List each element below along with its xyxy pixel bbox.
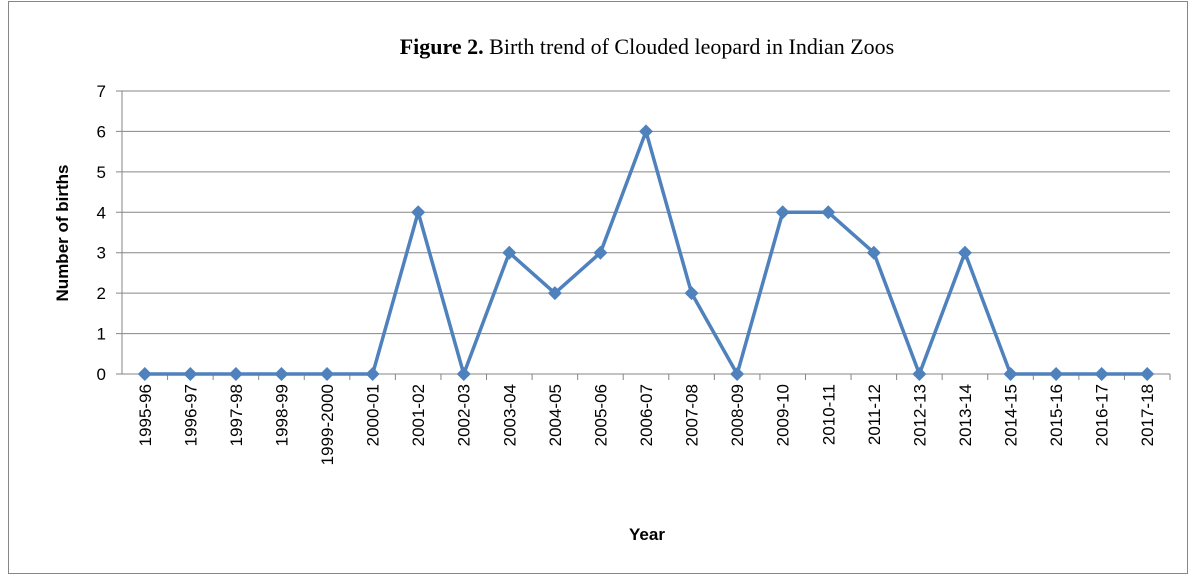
x-tick-label: 2001-02 xyxy=(409,384,428,446)
chart-title: Figure 2. Birth trend of Clouded leopard… xyxy=(400,34,895,59)
x-tick-label: 2009-10 xyxy=(774,384,793,446)
x-tick-label: 1995-96 xyxy=(136,384,155,446)
y-tick-label: 3 xyxy=(97,244,106,263)
y-tick-label: 4 xyxy=(97,203,106,222)
x-tick-label: 2014-15 xyxy=(1002,384,1021,446)
x-tick-label: 2013-14 xyxy=(956,384,975,446)
y-tick-label: 1 xyxy=(97,325,106,344)
marker xyxy=(1049,367,1064,381)
marker xyxy=(502,245,517,260)
x-tick-label: 2017-18 xyxy=(1138,384,1157,446)
y-tick-label: 7 xyxy=(97,82,106,101)
y-tick-label: 6 xyxy=(97,122,106,141)
marker xyxy=(547,286,562,301)
x-tick-label: 2006-07 xyxy=(637,384,656,446)
x-tick-label: 2005-06 xyxy=(591,384,610,446)
x-tick-label: 2011-12 xyxy=(865,384,884,445)
x-tick-label: 1999-2000 xyxy=(318,384,337,465)
x-tick-label: 2010-11 xyxy=(819,384,838,445)
x-tick-label: 2016-17 xyxy=(1093,384,1112,446)
marker xyxy=(593,245,608,260)
marker xyxy=(639,124,653,139)
marker xyxy=(137,367,152,381)
marker xyxy=(866,245,881,260)
x-axis-label: Year xyxy=(629,525,665,544)
marker xyxy=(274,367,289,381)
marker xyxy=(684,286,699,301)
y-tick-label: 0 xyxy=(97,365,106,384)
marker xyxy=(912,367,927,381)
marker xyxy=(320,367,335,381)
x-tick-label: 2003-04 xyxy=(500,384,519,446)
marker xyxy=(1003,367,1018,381)
x-tick-label: 1997-98 xyxy=(227,384,246,446)
x-tick-label: 2004-05 xyxy=(546,384,565,446)
title-label: Figure 2. xyxy=(400,34,484,59)
x-tick-label: 1996-97 xyxy=(181,384,200,446)
x-tick-label: 1998-99 xyxy=(272,384,291,446)
marker xyxy=(456,367,471,381)
marker xyxy=(821,205,836,220)
marker xyxy=(957,245,972,260)
marker xyxy=(730,367,745,381)
marker xyxy=(1094,367,1109,381)
y-tick-label: 2 xyxy=(97,284,106,303)
marker xyxy=(183,367,198,381)
marker xyxy=(228,367,243,381)
marker xyxy=(411,205,426,220)
x-tick-label: 2012-13 xyxy=(910,384,929,446)
x-tick-label: 2000-01 xyxy=(364,384,383,446)
marker xyxy=(1140,367,1155,381)
x-tick-label: 2015-16 xyxy=(1047,384,1066,446)
y-tick-label: 5 xyxy=(97,163,106,182)
marker xyxy=(775,205,790,220)
marker xyxy=(365,367,380,381)
x-tick-label: 2007-08 xyxy=(683,384,702,446)
y-axis-label: Number of births xyxy=(53,165,72,302)
x-tick-label: 2002-03 xyxy=(455,384,474,446)
x-tick-label: 2008-09 xyxy=(728,384,747,446)
chart-border xyxy=(8,1,1188,574)
title-text: Birth trend of Clouded leopard in Indian… xyxy=(484,34,895,59)
